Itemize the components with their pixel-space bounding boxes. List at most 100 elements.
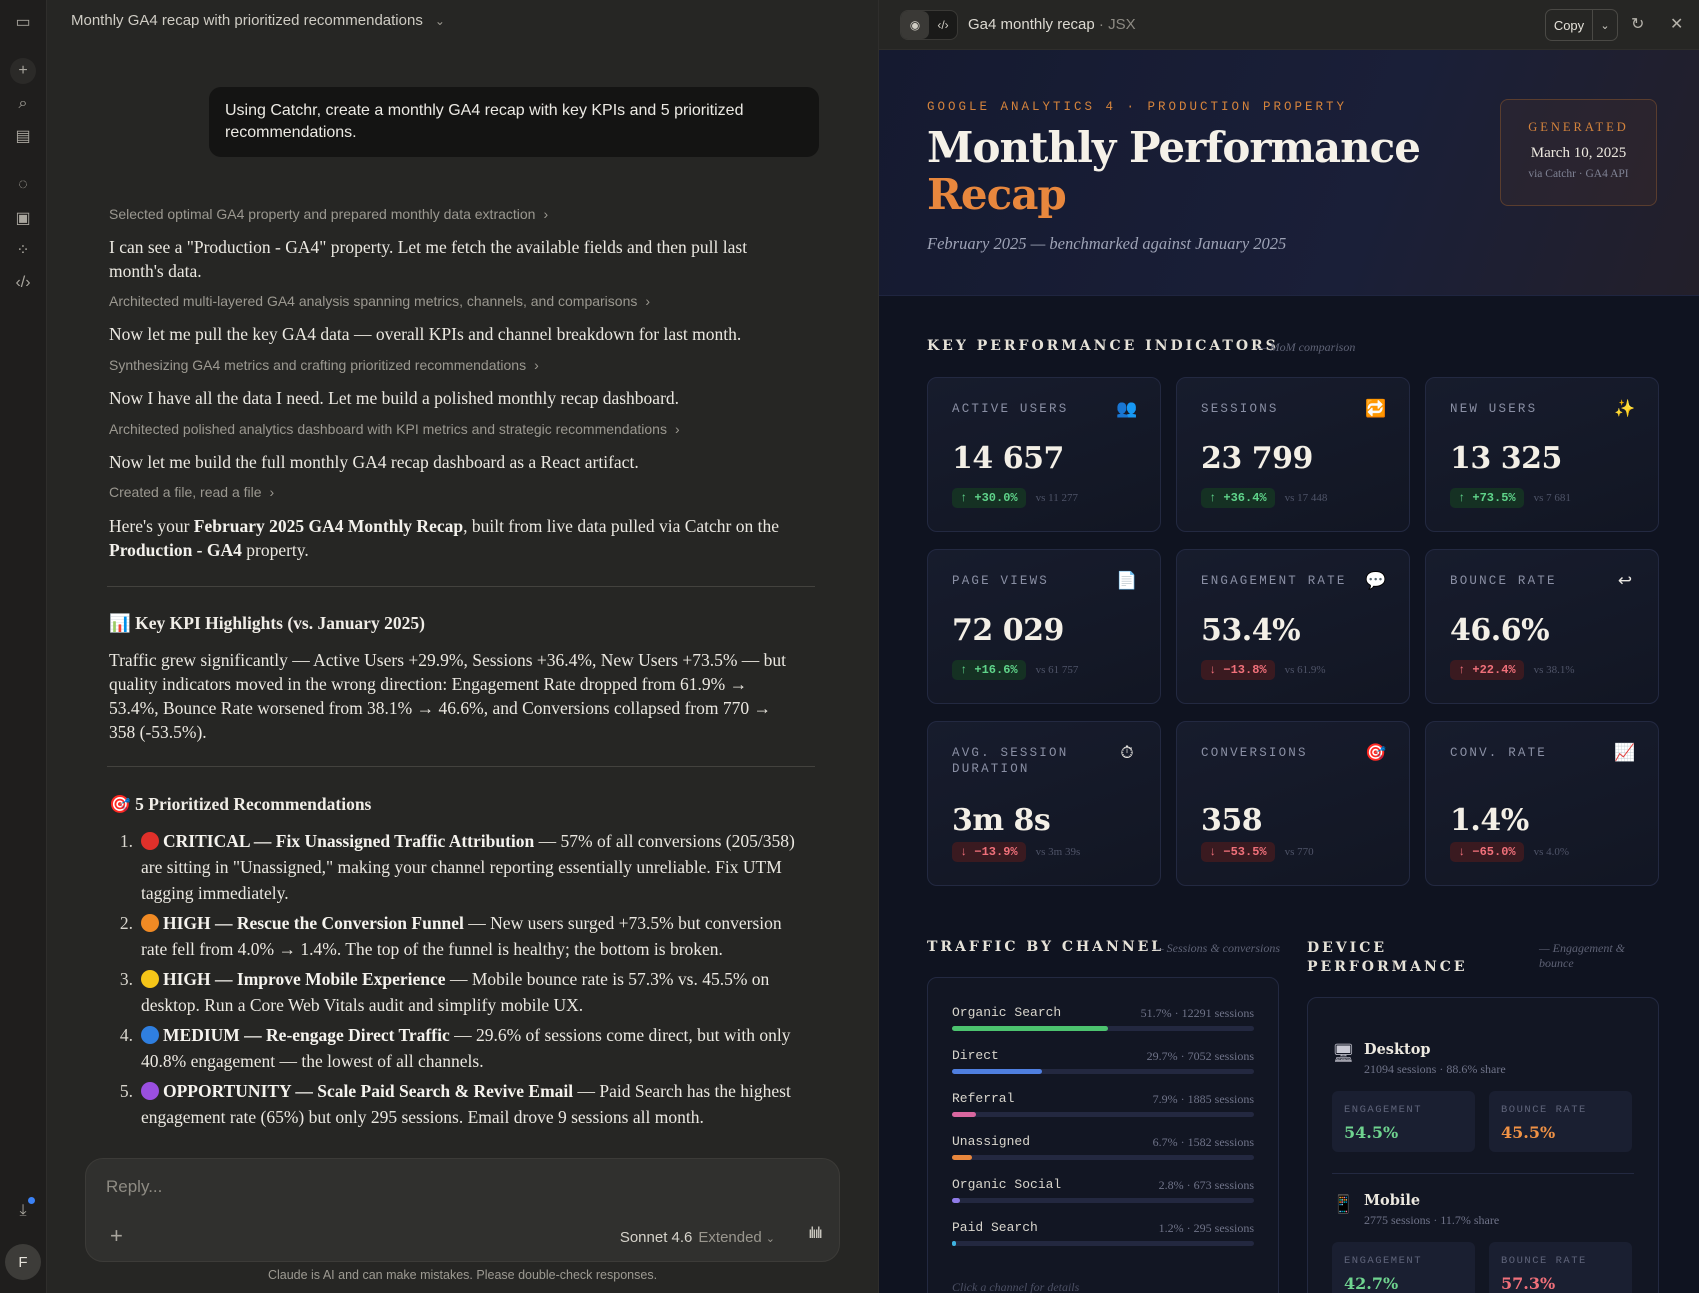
device-section-title: DEVICE PERFORMANCE (1307, 940, 1468, 975)
kpi-delta-badge: ↑ +36.4% (1201, 488, 1275, 508)
thinking-step[interactable]: Architected polished analytics dashboard… (109, 421, 680, 437)
thinking-step[interactable]: Selected optimal GA4 property and prepar… (109, 206, 548, 222)
chats-icon[interactable]: ◌ (18, 176, 28, 193)
channel-name: Organic Search (952, 1005, 1062, 1020)
kpi-footer: ↓ −65.0% vs 4.0% (1450, 842, 1569, 862)
search-icon[interactable]: ⌕ (18, 95, 28, 112)
kpi-label: ACTIVE USERS (952, 402, 1069, 416)
view-toggle: ◉ ‹/› (900, 10, 958, 40)
channel-bar-fill (952, 1198, 961, 1203)
kpi-value: 14 657 (952, 441, 1064, 476)
reply-input[interactable] (106, 1177, 706, 1197)
artifacts-icon[interactable]: ⁘ (16, 242, 30, 259)
copy-button[interactable]: Copy (1545, 9, 1593, 41)
chevron-down-icon: ⌄ (434, 13, 445, 28)
refresh-icon[interactable]: ↻ (1631, 16, 1645, 33)
download-icon[interactable]: ⤓ (19, 1202, 27, 1219)
kpi-icon: 🔁 (1365, 399, 1387, 418)
kpi-footer: ↓ −53.5% vs 770 (1201, 842, 1314, 862)
kpi-label: SESSIONS (1201, 402, 1279, 416)
channel-bar-track (952, 1198, 1254, 1203)
attach-plus-icon[interactable]: + (110, 1223, 123, 1248)
kpi-section-title: KEY PERFORMANCE INDICATORS (927, 338, 1279, 354)
code-icon[interactable]: ‹/› (15, 274, 31, 291)
voice-icon[interactable]: ılıılı (808, 1225, 823, 1242)
orange-circle-icon (141, 914, 159, 932)
assistant-paragraph: Now I have all the data I need. Let me b… (109, 388, 680, 408)
kpi-comparison: vs 4.0% (1533, 846, 1570, 858)
channel-bar-track (952, 1069, 1254, 1074)
device-name: Mobile (1364, 1192, 1421, 1209)
artifact-name: Ga4 monthly recap (968, 16, 1095, 33)
device-stat-value: 42.7% (1344, 1274, 1399, 1293)
model-selector[interactable]: Sonnet 4.6 Extended ⌄ (620, 1229, 775, 1246)
kpi-footer: ↓ −13.9% vs 3m 39s (952, 842, 1080, 862)
channel-row[interactable]: Unassigned 6.7% · 1582 sessions (952, 1134, 1254, 1160)
chat-title-menu[interactable]: Monthly GA4 recap with prioritized recom… (71, 12, 445, 29)
kpi-value: 3m 8s (952, 803, 1051, 838)
briefcase-icon[interactable]: ▤ (15, 128, 31, 145)
device-stat-value: 45.5% (1501, 1123, 1556, 1142)
channel-row[interactable]: Organic Search 51.7% · 12291 sessions (952, 1005, 1254, 1031)
channel-row[interactable]: Paid Search 1.2% · 295 sessions (952, 1220, 1254, 1246)
kpi-heading: 📊 Key KPI Highlights (vs. January 2025) (109, 613, 425, 633)
channel-row[interactable]: Referral 7.9% · 1885 sessions (952, 1091, 1254, 1117)
channel-stat: 6.7% · 1582 sessions (1152, 1135, 1254, 1149)
sidebar-toggle-icon[interactable]: ▭ (15, 14, 31, 31)
kpi-label: NEW USERS (1450, 402, 1538, 416)
generated-source: via Catchr · GA4 API (1528, 168, 1629, 180)
device-stat-label: BOUNCE RATE (1501, 1104, 1587, 1116)
summary-text: , built from live data pulled via Catchr… (463, 516, 779, 536)
summary-bold: February 2025 GA4 Monthly Recap (193, 516, 464, 536)
kpi-icon: 🎯 (1365, 743, 1387, 762)
device-card: 🖥 Desktop 21094 sessions · 88.6% share ENGA… (1307, 997, 1659, 1293)
device-stat: ENGAGEMENT 54.5% (1332, 1091, 1475, 1152)
copy-dropdown-chevron-icon[interactable]: ⌄ (1592, 9, 1618, 41)
rec-text: — Mobile bounce rate is 57.3% vs. 45.5% … (141, 969, 770, 1015)
kpi-card: SESSIONS 🔁 23 799 ↑ +36.4% vs 17 448 (1176, 377, 1410, 532)
kpi-card: NEW USERS ✨ 13 325 ↑ +73.5% vs 7 681 (1425, 377, 1659, 532)
chevron-right-icon: › (674, 421, 680, 437)
channel-bar-fill (952, 1069, 1042, 1074)
kpi-label: ENGAGEMENT RATE (1201, 574, 1347, 588)
kpi-comparison: vs 3m 39s (1035, 846, 1081, 858)
thinking-step[interactable]: Synthesizing GA4 metrics and crafting pr… (109, 357, 539, 373)
channel-bar-fill (952, 1241, 956, 1246)
page-subtitle: February 2025 — benchmarked against Janu… (927, 234, 1287, 253)
title-accent: Recap (927, 170, 1067, 219)
channel-row[interactable]: Organic Social 2.8% · 673 sessions (952, 1177, 1254, 1203)
kpi-icon: 📈 (1614, 743, 1636, 762)
kpi-label: PAGE VIEWS (952, 574, 1050, 588)
chevron-right-icon: › (645, 293, 651, 309)
code-view-icon[interactable]: ‹/› (937, 18, 949, 32)
device-stat-value: 54.5% (1344, 1123, 1399, 1142)
kpi-delta-badge: ↓ −65.0% (1450, 842, 1524, 862)
device-stat: ENGAGEMENT 42.7% (1332, 1242, 1475, 1293)
kpi-label: BOUNCE RATE (1450, 574, 1557, 588)
kpi-footer: ↑ +22.4% vs 38.1% (1450, 660, 1575, 680)
projects-icon[interactable]: ▣ (15, 210, 31, 227)
kpi-icon: ✨ (1614, 399, 1636, 418)
device-stat-label: ENGAGEMENT (1344, 1255, 1423, 1267)
kpi-label: CONV. RATE (1450, 746, 1548, 760)
list-number: 4. (119, 1025, 133, 1045)
chevron-down-icon: ⌄ (765, 1233, 775, 1245)
close-icon[interactable]: ✕ (1670, 16, 1684, 33)
kpi-comparison: vs 61.9% (1284, 664, 1326, 676)
kpi-delta-badge: ↓ −53.5% (1201, 842, 1275, 862)
rec-title: CRITICAL — Fix Unassigned Traffic Attrib… (163, 831, 535, 851)
kpi-delta-badge: ↓ −13.9% (952, 842, 1026, 862)
list-item: 2. HIGH — Rescue the Conversion Funnel — … (109, 910, 799, 962)
thinking-step[interactable]: Architected multi-layered GA4 analysis s… (109, 293, 650, 309)
list-number: 3. (119, 969, 133, 989)
channel-row[interactable]: Direct 29.7% · 7052 sessions (952, 1048, 1254, 1074)
preview-eye-icon[interactable]: ◉ (901, 11, 929, 39)
avatar[interactable]: F (5, 1244, 41, 1280)
kpi-value: 72 029 (952, 613, 1064, 648)
new-chat-icon[interactable]: + (10, 58, 36, 84)
device-name: Desktop (1364, 1041, 1431, 1058)
kpi-comparison: vs 11 277 (1035, 492, 1078, 504)
kpi-paragraph: Traffic grew significantly — Active User… (109, 650, 787, 742)
summary-text: Here's your (109, 516, 194, 536)
thinking-step[interactable]: Created a file, read a file › (109, 484, 274, 500)
